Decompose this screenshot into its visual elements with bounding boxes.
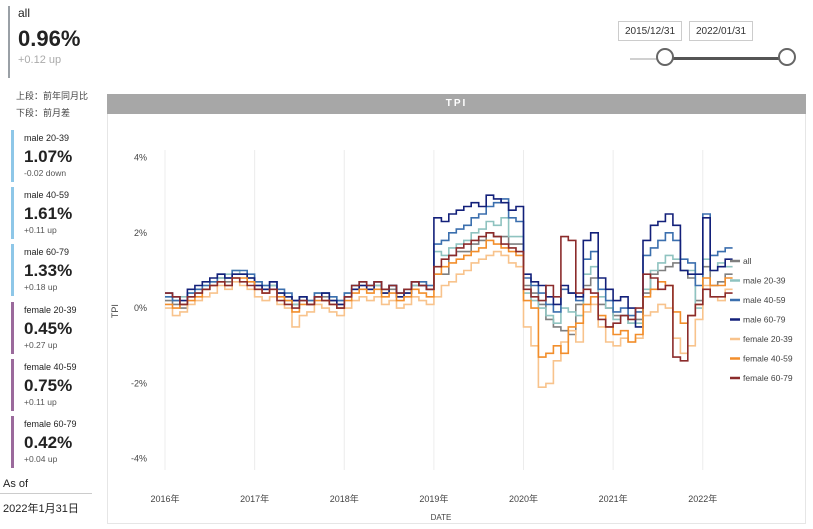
legend-label: male 60-79 (743, 315, 786, 325)
kpi-card-male-20-39: male 20-39 1.07% -0.02 down (11, 130, 91, 182)
series-line-male-40-59 (165, 198, 733, 317)
x-tick-label: 2017年 (240, 493, 269, 504)
kpi-card-label: male 20-39 (24, 133, 70, 143)
kpi-all-change: +0.12 up (18, 54, 62, 66)
x-tick-label: 2018年 (330, 493, 359, 504)
y-tick-label: -4% (131, 454, 147, 464)
kpi-card-change: -0.02 down (24, 168, 67, 178)
legend-label: female 20-39 (743, 334, 793, 344)
kpi-card-value: 0.45% (24, 319, 73, 338)
x-tick-label: 2016年 (150, 493, 179, 504)
chart-frame (107, 114, 806, 524)
legend-label: male 40-59 (743, 295, 786, 305)
x-tick-label: 2022年 (688, 493, 717, 504)
legend-label: female 60-79 (743, 373, 793, 383)
kpi-all-value: 0.96% (18, 26, 81, 51)
as-of-divider (0, 493, 92, 494)
y-tick-label: 4% (134, 153, 147, 163)
y-axis-title: TPI (110, 304, 120, 318)
kpi-card-change: +0.27 up (24, 340, 58, 350)
date-slider-start-handle[interactable] (656, 48, 674, 66)
kpi-card-female-20-39: female 20-39 0.45% +0.27 up (11, 302, 91, 354)
kpi-card-value: 0.75% (24, 376, 73, 395)
kpi-card-value: 0.42% (24, 433, 73, 452)
kpi-card-label: male 60-79 (24, 247, 70, 257)
kpi-card-label: male 40-59 (24, 190, 70, 200)
kpi-card-value: 1.07% (24, 147, 73, 166)
date-slider-range (666, 57, 786, 60)
start-date-input[interactable]: 2015/12/31 (618, 21, 683, 41)
legend-label: female 40-59 (743, 354, 793, 364)
kpi-card-value: 1.33% (24, 261, 73, 280)
chart-title: TPI (107, 94, 806, 114)
y-tick-label: 0% (134, 303, 147, 313)
legend-label: all (743, 256, 752, 266)
kpi-card-female-40-59: female 40-59 0.75% +0.11 up (11, 359, 91, 411)
series-line-female-60-79 (165, 232, 733, 362)
kpi-card-change: +0.18 up (24, 282, 58, 292)
kpi-card-male-40-59: male 40-59 1.61% +0.11 up (11, 187, 91, 239)
y-tick-label: -2% (131, 378, 147, 388)
kpi-card-change: +0.11 up (24, 225, 57, 235)
x-tick-label: 2020年 (509, 493, 538, 504)
end-date-input[interactable]: 2022/01/31 (689, 21, 754, 41)
x-axis-title: DATE (431, 513, 452, 522)
note-mom: 下段：前月差 (16, 108, 71, 118)
kpi-card-female-60-79: female 60-79 0.42% +0.04 up (11, 416, 91, 468)
date-slider-end-handle[interactable] (778, 48, 796, 66)
kpi-card-value: 1.61% (24, 204, 73, 223)
kpi-card-label: female 40-59 (24, 362, 77, 372)
legend-label: male 20-39 (743, 276, 786, 286)
as-of-date: 2022年1月31日 (3, 503, 79, 515)
kpi-card-label: female 60-79 (24, 419, 77, 429)
y-tick-label: 2% (134, 228, 147, 238)
note-yoy: 上段：前年同月比 (16, 91, 89, 101)
kpi-card-change: +0.11 up (24, 397, 57, 407)
kpi-card-male-60-79: male 60-79 1.33% +0.18 up (11, 244, 91, 296)
as-of-label: As of (3, 478, 29, 490)
kpi-card-change: +0.04 up (24, 454, 58, 464)
x-tick-label: 2021年 (599, 493, 628, 504)
kpi-all-label: all (18, 6, 31, 20)
kpi-all-card: all 0.96% +0.12 up (8, 6, 96, 78)
x-tick-label: 2019年 (419, 493, 448, 504)
kpi-card-label: female 20-39 (24, 305, 77, 315)
